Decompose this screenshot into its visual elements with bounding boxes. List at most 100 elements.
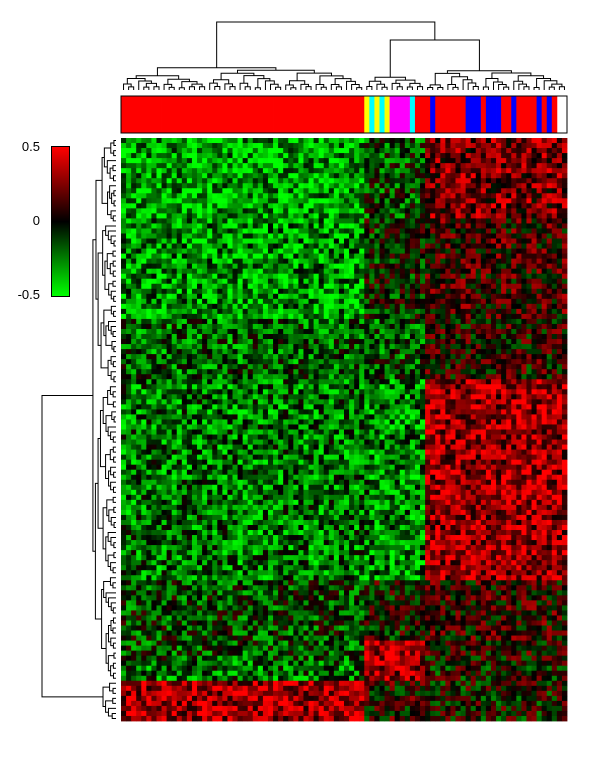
heatmap-cell [186,273,193,280]
heatmap-cell [541,293,548,300]
column-annotation-cell [374,96,380,133]
heatmap-cell [171,313,178,320]
heatmap-cell [344,158,350,164]
heatmap-cell [278,218,284,224]
heatmap-cell [207,349,213,355]
heatmap-cell [212,399,218,405]
heatmap-cell [354,364,360,370]
heatmap-cell [227,283,233,290]
heatmap-cell [136,374,142,380]
heatmap-cell [191,389,198,395]
heatmap-cell [521,359,527,365]
heatmap-cell [232,369,238,375]
column-annotation-cell [409,96,416,133]
heatmap-cell [176,318,183,325]
heatmap-cell [389,384,396,390]
heatmap-cell [323,203,330,209]
heatmap-cell [465,354,472,360]
heatmap-cell [262,389,269,395]
heatmap-cell [546,203,553,209]
heatmap-cell [475,178,482,184]
heatmap-cell [232,339,238,345]
heatmap-cell [186,183,193,189]
heatmap-cell [156,198,162,204]
heatmap-cell [455,303,461,310]
heatmap-cell [242,193,249,199]
heatmap-cell [313,399,320,405]
heatmap-cell [384,313,391,320]
heatmap-cell [455,188,461,194]
heatmap-cell [546,374,553,380]
heatmap-cell [247,359,254,365]
heatmap-cell [212,334,218,340]
heatmap-cell [485,334,492,340]
heatmap-cell [450,173,456,179]
heatmap-cell [171,258,178,265]
heatmap-cell [217,153,223,159]
heatmap-cell [293,248,299,254]
heatmap-cell [318,318,325,325]
heatmap-cell [293,369,299,375]
heatmap-cell [252,198,259,204]
heatmap-cell [516,168,522,174]
heatmap-cell [176,168,183,174]
heatmap-cell [212,394,218,400]
heatmap-cell [257,374,264,380]
heatmap-cell [126,369,132,375]
heatmap-cell [389,273,396,280]
heatmap-cell [151,404,157,410]
heatmap-cell [450,158,456,164]
heatmap-cell [136,138,142,144]
heatmap-cell [181,394,188,400]
heatmap-cell [475,168,482,174]
heatmap-cell [191,263,198,270]
heatmap-cell [369,138,375,144]
heatmap-cell [521,318,527,325]
heatmap-cell [227,183,233,189]
heatmap-cell [338,349,345,355]
heatmap-cell [181,243,188,249]
heatmap-cell [298,148,304,154]
heatmap-cell [414,364,421,370]
heatmap-cell [506,369,512,375]
heatmap-cell [485,158,492,164]
heatmap-cell [490,203,497,209]
heatmap-cell [556,384,563,390]
heatmap-cell [470,188,477,194]
heatmap-cell [485,143,492,149]
heatmap-cell [242,183,249,189]
heatmap-cell [455,389,461,395]
heatmap-cell [359,178,365,184]
heatmap-cell [389,379,396,385]
heatmap-cell [414,293,421,300]
heatmap-cell [257,203,264,209]
heatmap-cell [278,213,284,219]
heatmap-cell [237,359,244,365]
dendrogram-link [113,190,116,197]
heatmap-cell [480,153,487,159]
heatmap-cell [171,334,178,340]
heatmap-cell [273,364,279,370]
heatmap-cell [501,278,507,285]
heatmap-cell [516,253,522,260]
heatmap-cell [156,263,162,270]
heatmap-cell [384,278,391,285]
heatmap-cell [501,158,507,164]
heatmap-cell [536,218,543,224]
heatmap-cell [318,213,325,219]
heatmap-cell [151,369,157,375]
heatmap-cell [354,148,360,154]
heatmap-cell [257,364,264,370]
heatmap-cell [303,308,309,315]
heatmap-cell [450,223,456,229]
heatmap-cell [227,273,233,280]
heatmap-cell [496,253,502,260]
heatmap-cell [126,258,132,265]
heatmap-cell [257,318,264,325]
heatmap-cell [541,158,548,164]
heatmap-cell [273,248,279,254]
heatmap-cell [242,148,249,154]
heatmap-cell [379,379,385,385]
column-annotation-cell [161,96,168,133]
heatmap-cell [197,173,203,179]
